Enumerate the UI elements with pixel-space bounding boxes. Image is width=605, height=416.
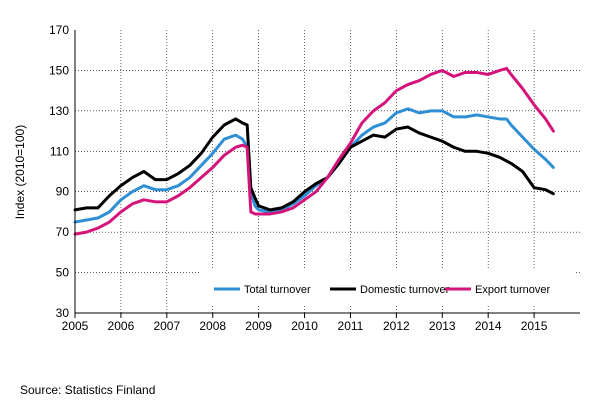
x-tick-label: 2014 xyxy=(475,319,502,333)
y-tick-labels: 30 50 70 90 110 130 150 170 xyxy=(49,23,69,320)
x-tick-label: 2010 xyxy=(291,319,318,333)
x-tick-label: 2013 xyxy=(429,319,456,333)
legend-label-domestic-turnover: Domestic turnover xyxy=(360,284,450,296)
y-tick-label: 170 xyxy=(49,23,69,37)
y-tick-label: 30 xyxy=(56,306,70,320)
series-lines xyxy=(73,66,555,236)
x-tick-label: 2011 xyxy=(338,319,364,333)
y-tick-label: 150 xyxy=(49,63,69,77)
x-tick-label: 2005 xyxy=(62,319,89,333)
y-axis-title: Index (2010=100) xyxy=(13,125,27,219)
x-tick-label: 2009 xyxy=(245,319,272,333)
x-tick-label: 2015 xyxy=(521,319,548,333)
y-tick-label: 110 xyxy=(50,144,69,158)
plot-frame xyxy=(74,30,580,318)
legend-label-total-turnover: Total turnover xyxy=(244,284,311,296)
y-tick-label: 130 xyxy=(49,104,69,118)
grid-lines xyxy=(75,30,580,313)
y-tick-label: 70 xyxy=(56,225,70,239)
series-line-domestic-turnover xyxy=(73,117,555,212)
source-note: Source: Statistics Finland xyxy=(20,383,156,397)
x-tick-label: 2006 xyxy=(108,319,135,333)
x-tick-label: 2008 xyxy=(199,319,226,333)
y-tick-label: 90 xyxy=(56,185,70,199)
y-tick-label: 50 xyxy=(56,266,70,280)
legend-label-export-turnover: Export turnover xyxy=(475,284,551,296)
series-line-export-turnover xyxy=(73,66,555,236)
x-tick-label: 2012 xyxy=(383,319,410,333)
x-tick-labels: 2005 2006 2007 2008 2009 2010 2011 2012 2013 2014… xyxy=(62,319,548,333)
x-tick-label: 2007 xyxy=(153,319,180,333)
legend-box xyxy=(200,270,575,306)
series-line-total-turnover xyxy=(73,107,555,224)
legend: Total turnover Domestic turnover Export tu… xyxy=(200,270,575,306)
